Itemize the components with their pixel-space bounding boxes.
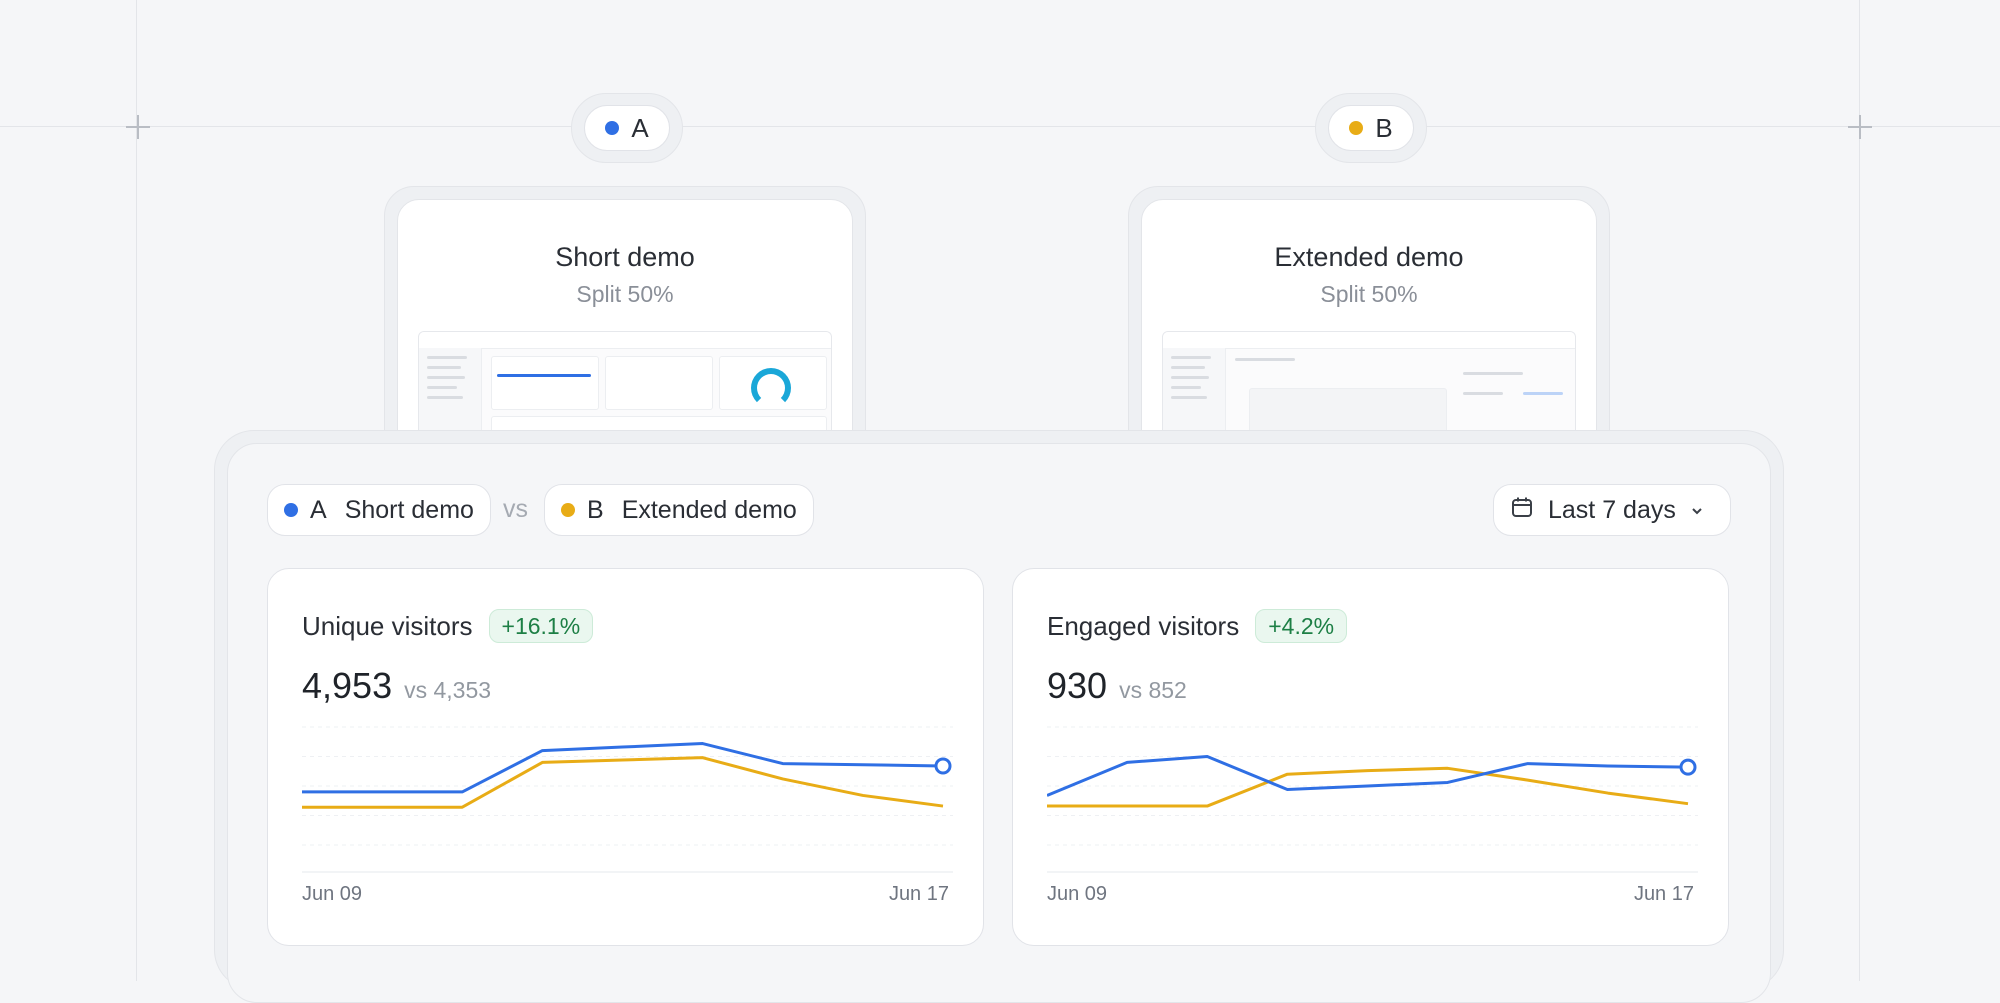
variant-a-dot-icon [284, 503, 298, 517]
demo-a-card-frame: Short demo Split 50% [384, 186, 866, 466]
guide-line-left [136, 0, 137, 981]
variant-a-chip-wrapper: A [571, 93, 683, 163]
metric-compare: vs 4,353 [404, 677, 492, 703]
demo-a-split: Split 50% [576, 281, 674, 307]
x-axis-start-label: Jun 09 [1047, 883, 1108, 905]
x-axis-end-label: Jun 17 [1633, 883, 1694, 905]
variant-b-pill-label: Extended demo [621, 495, 797, 524]
demo-b-split: Split 50% [1320, 281, 1418, 307]
series-end-point [1679, 758, 1697, 776]
variant-b-letter: B [1375, 112, 1393, 143]
variant-a-letter: A [631, 112, 649, 143]
variant-b-pill-letter: B [587, 495, 604, 524]
demo-b-title: Extended demo [1274, 242, 1464, 272]
series-end-point [934, 757, 952, 775]
date-range-dropdown[interactable]: Last 7 days [1493, 484, 1731, 536]
variant-a-chip[interactable]: A [584, 105, 670, 151]
line-chart [1047, 726, 1698, 873]
chevron-down-icon [1690, 496, 1704, 525]
series-line-b [1047, 766, 1689, 808]
variant-b-pill[interactable]: B Extended demo [544, 484, 814, 536]
metric-title: Engaged visitors [1047, 610, 1240, 641]
vs-label: vs [503, 495, 528, 523]
variant-a-pill-label: Short demo [344, 495, 474, 524]
metric-value: 4,953 [302, 665, 393, 706]
guide-line-top [0, 126, 2000, 127]
metric-compare: vs 852 [1119, 677, 1187, 703]
variant-a-pill[interactable]: A Short demo [267, 484, 491, 536]
crosshair-icon [1848, 115, 1872, 139]
series-line-a [302, 742, 944, 794]
delta-badge: +4.2% [1255, 609, 1348, 643]
delta-badge: +16.1% [488, 609, 594, 643]
line-chart [302, 726, 953, 873]
metric-title: Unique visitors [302, 610, 473, 641]
demo-a-card[interactable]: Short demo Split 50% [397, 199, 853, 465]
variant-b-dot-icon [561, 503, 575, 517]
demo-a-title: Short demo [555, 242, 695, 272]
metric-card-unique-visitors: Unique visitors +16.1% 4,953 vs 4,353 Ju… [267, 568, 984, 946]
variant-b-chip-wrapper: B [1315, 93, 1427, 163]
series-line-b [302, 756, 944, 809]
variant-a-pill-letter: A [310, 495, 327, 524]
demo-b-card[interactable]: Extended demo Split 50% [1141, 199, 1597, 465]
x-axis-start-label: Jun 09 [302, 883, 363, 905]
metric-card-engaged-visitors: Engaged visitors +4.2% 930 vs 852 Jun 09… [1012, 568, 1729, 946]
variant-a-dot-icon [605, 121, 620, 135]
metric-value: 930 [1047, 665, 1108, 706]
variant-b-dot-icon [1349, 121, 1364, 135]
variant-b-chip[interactable]: B [1328, 105, 1414, 151]
series-line-a [1047, 755, 1689, 797]
demo-b-card-frame: Extended demo Split 50% [1128, 186, 1610, 466]
calendar-icon [1510, 495, 1534, 526]
crosshair-icon [126, 115, 150, 139]
x-axis-end-label: Jun 17 [888, 883, 949, 905]
guide-line-right [1859, 0, 1860, 981]
date-range-label: Last 7 days [1548, 495, 1676, 524]
